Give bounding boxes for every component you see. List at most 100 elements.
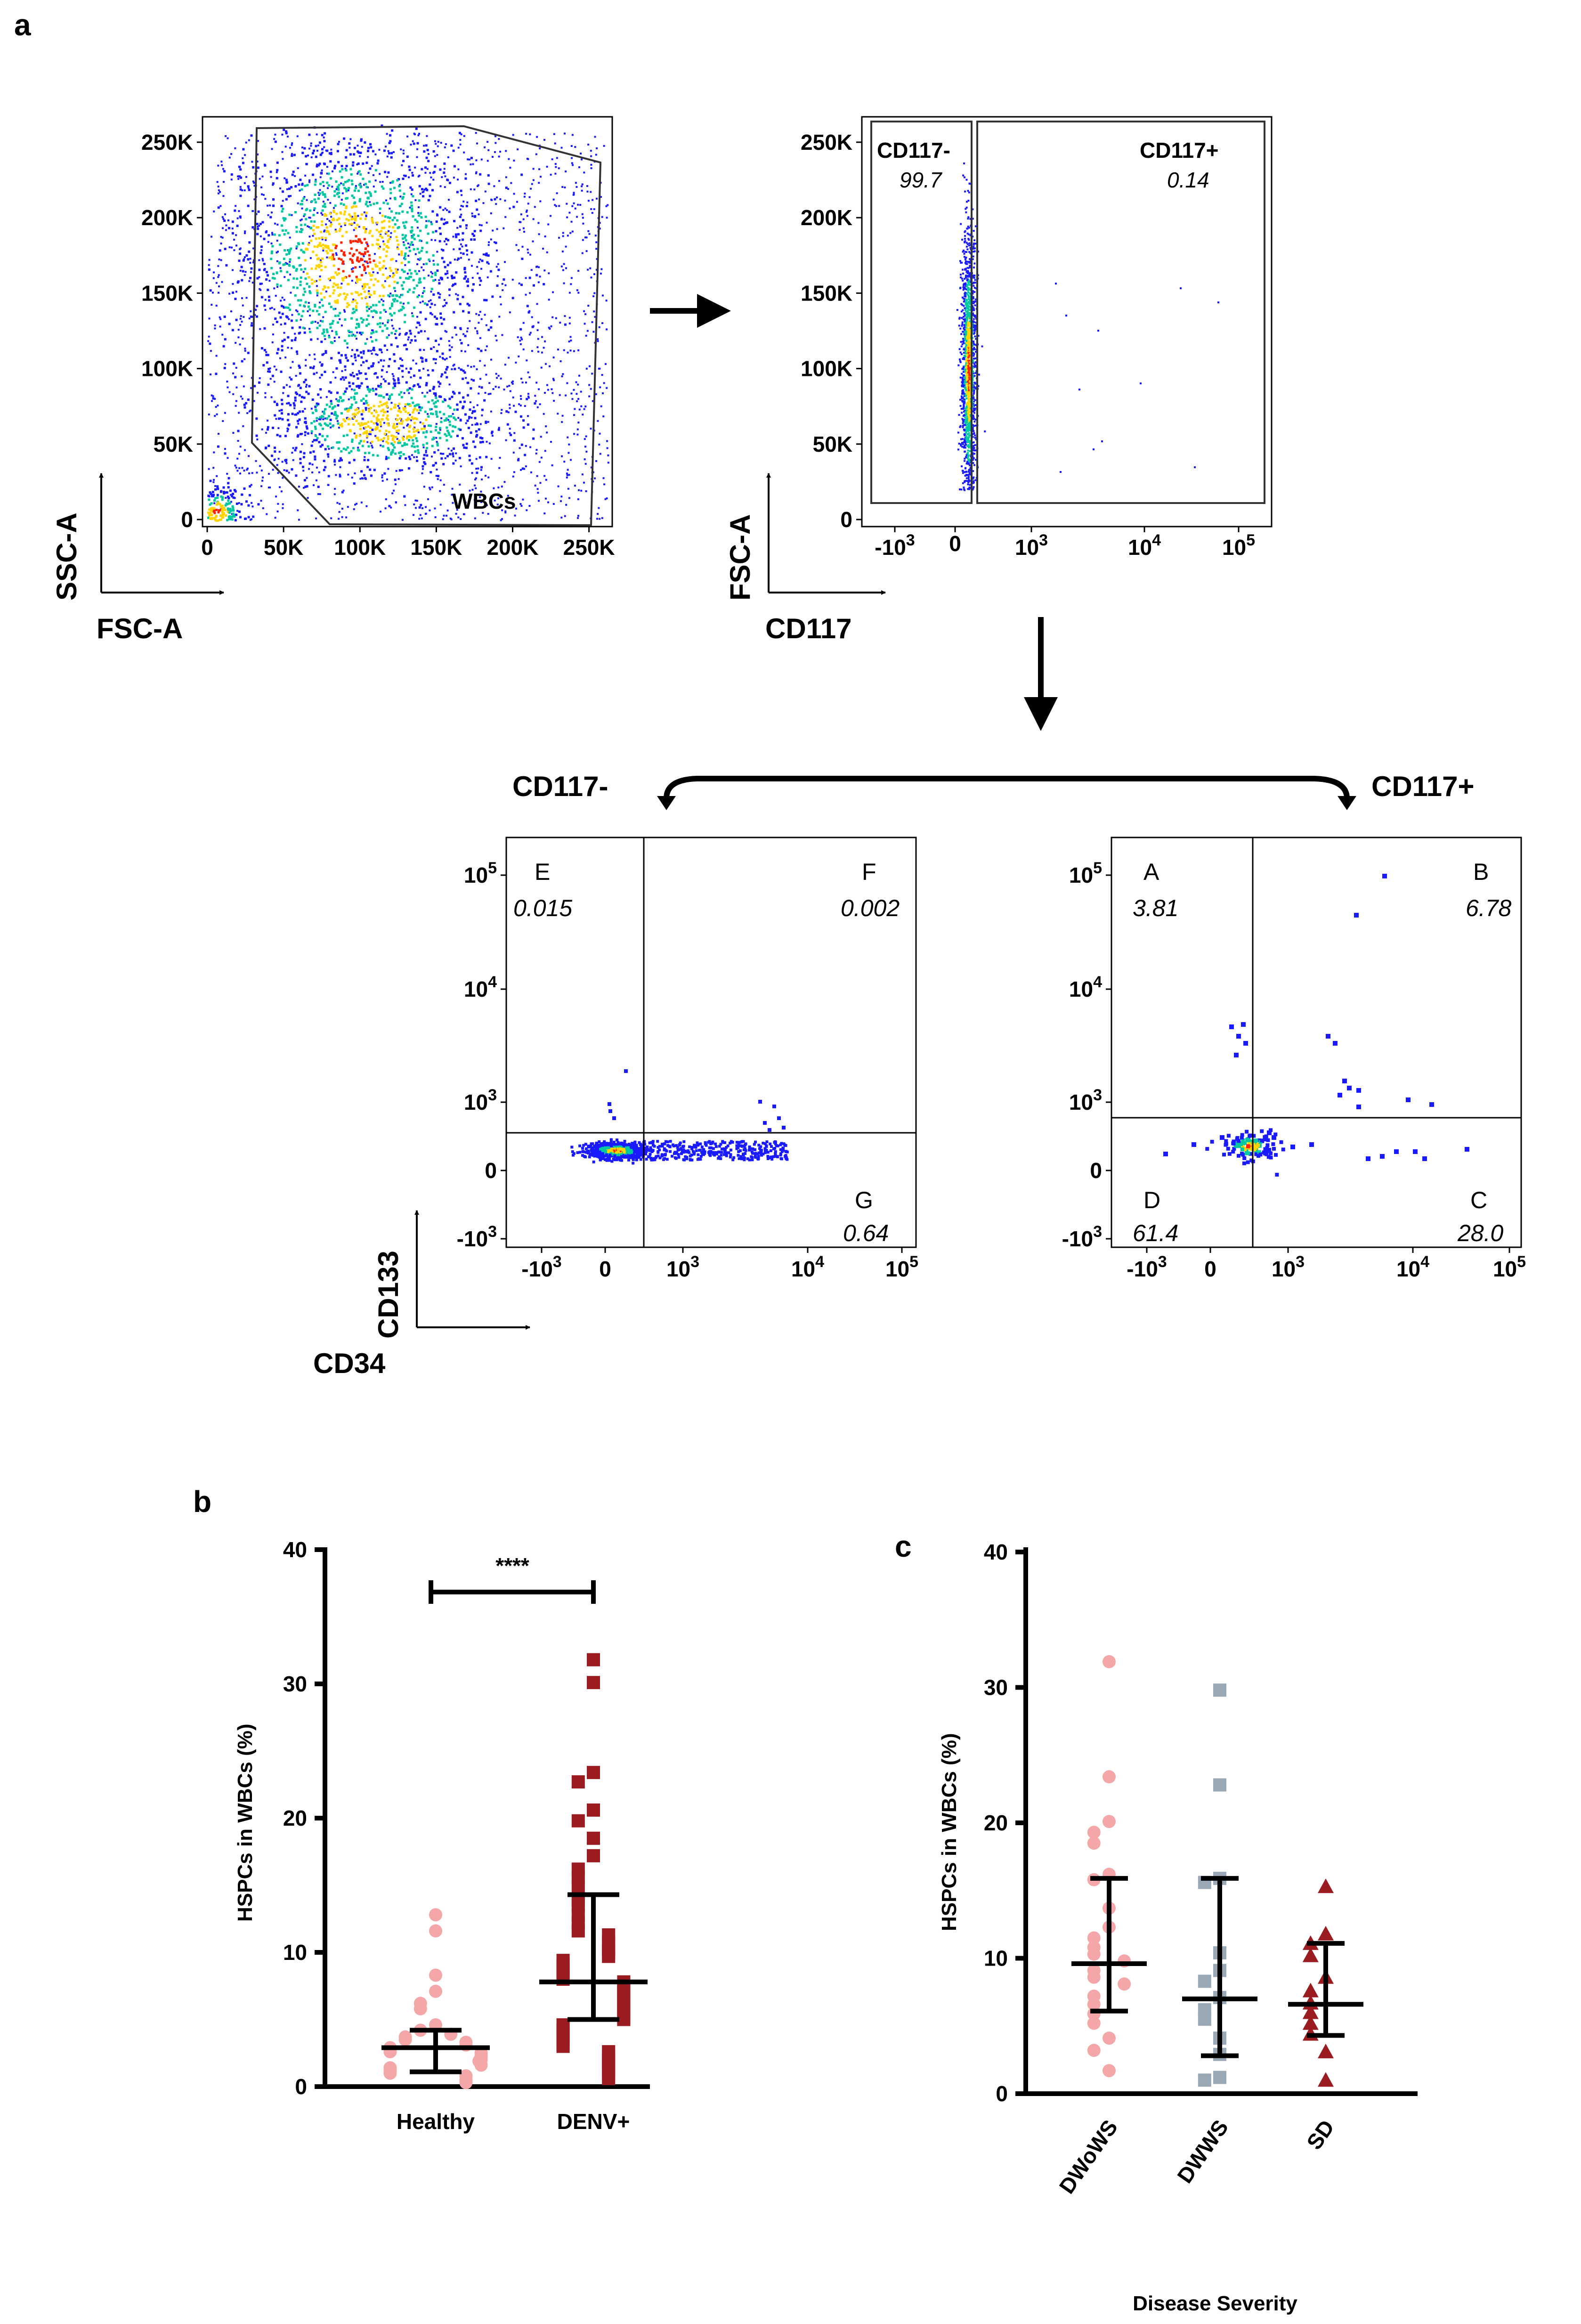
density-point <box>509 404 511 406</box>
density-point <box>460 342 463 345</box>
density-point <box>453 364 455 366</box>
density-point <box>328 233 331 236</box>
density-point <box>357 385 360 388</box>
density-point <box>346 342 349 345</box>
density-point <box>365 409 367 411</box>
density-point <box>227 457 229 459</box>
density-point <box>322 181 324 184</box>
density-point <box>972 375 974 378</box>
density-point <box>371 268 374 270</box>
density-point <box>369 195 372 197</box>
density-point <box>447 447 450 450</box>
density-point <box>373 284 375 286</box>
density-point <box>374 190 377 193</box>
density-point <box>291 347 293 349</box>
density-point <box>347 473 349 476</box>
density-point <box>351 259 354 262</box>
density-point <box>303 304 306 307</box>
density-point <box>381 298 383 301</box>
density-point <box>963 256 965 258</box>
density-point <box>571 157 573 159</box>
density-point <box>270 455 273 457</box>
density-point <box>405 234 407 237</box>
density-point <box>532 240 534 243</box>
density-point <box>306 199 308 201</box>
density-point <box>448 340 450 342</box>
density-point <box>967 287 969 290</box>
density-point <box>443 484 445 486</box>
density-point <box>414 499 417 502</box>
density-point <box>967 276 969 278</box>
density-point <box>465 442 468 445</box>
density-point <box>973 318 975 320</box>
density-point <box>462 513 465 515</box>
density-point <box>532 218 535 220</box>
density-point <box>328 447 330 450</box>
density-point <box>528 376 531 378</box>
density-point <box>309 217 311 219</box>
density-point <box>267 419 269 422</box>
density-point <box>570 459 572 461</box>
density-point <box>360 139 363 142</box>
density-point <box>426 303 429 306</box>
density-point <box>484 474 486 477</box>
density-point <box>965 242 968 244</box>
density-point <box>964 381 966 383</box>
density-point <box>584 438 586 440</box>
density-point <box>375 411 378 414</box>
density-point <box>966 480 969 482</box>
density-point <box>965 301 967 304</box>
density-point <box>326 256 328 259</box>
density-point <box>369 427 372 430</box>
density-point <box>241 467 243 469</box>
density-point <box>476 332 478 334</box>
density-point <box>285 315 288 318</box>
density-point <box>225 229 227 231</box>
density-point <box>321 213 324 216</box>
density-point <box>436 468 438 471</box>
density-point <box>250 134 253 137</box>
density-point <box>432 179 435 181</box>
density-point <box>379 511 381 513</box>
density-point <box>395 436 397 439</box>
density-point <box>392 298 395 301</box>
density-point <box>241 360 243 363</box>
density-point <box>330 152 332 154</box>
density-point <box>440 452 442 455</box>
density-point <box>256 153 259 155</box>
density-point <box>356 318 358 321</box>
density-point <box>339 359 341 362</box>
density-point <box>430 412 432 415</box>
density-point <box>223 366 226 369</box>
density-point <box>385 401 388 404</box>
density-point <box>291 413 294 415</box>
density-point <box>300 276 302 279</box>
density-point <box>969 430 972 432</box>
density-point <box>444 433 446 436</box>
density-point <box>593 208 595 211</box>
density-point <box>381 445 384 448</box>
density-point <box>969 265 972 267</box>
density-point <box>262 260 264 262</box>
density-point <box>457 233 460 236</box>
density-point <box>471 233 474 236</box>
density-point <box>475 458 478 460</box>
density-point <box>967 233 970 236</box>
density-point <box>327 475 330 478</box>
density-point <box>526 215 528 217</box>
density-point <box>265 431 267 434</box>
density-point <box>392 444 395 447</box>
density-point <box>473 230 476 233</box>
density-point <box>430 223 433 226</box>
density-point <box>341 192 344 195</box>
density-point <box>435 423 438 425</box>
density-point <box>239 168 242 171</box>
density-point <box>381 220 383 223</box>
density-point <box>450 449 453 452</box>
density-point <box>291 314 293 316</box>
density-point <box>289 273 292 276</box>
density-point <box>209 479 212 482</box>
density-point <box>455 512 457 515</box>
density-point <box>380 410 383 413</box>
density-point <box>599 432 601 435</box>
